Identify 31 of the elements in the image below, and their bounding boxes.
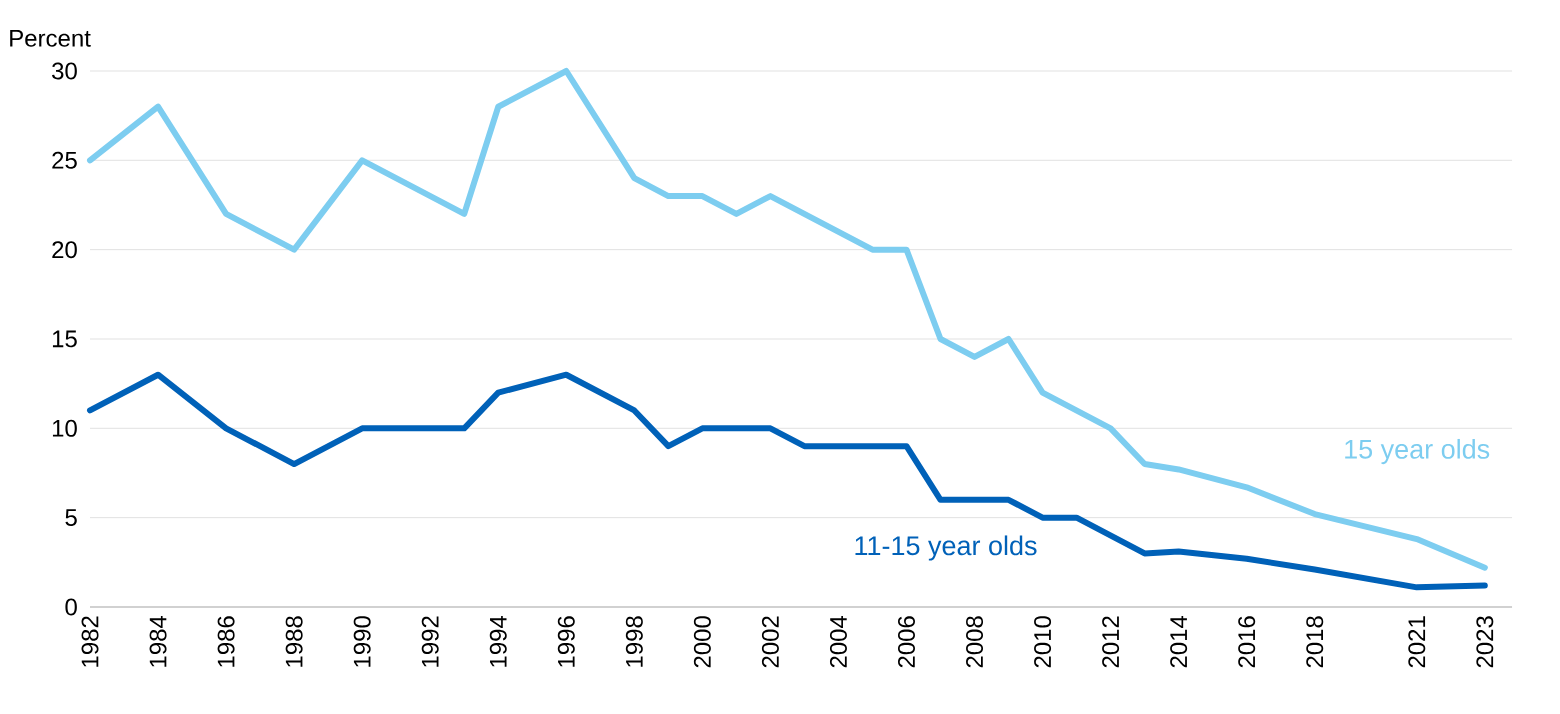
x-tick-label: 1994 bbox=[489, 615, 507, 667]
y-tick-label: 0 bbox=[65, 598, 77, 616]
y-tick-label: 10 bbox=[52, 419, 77, 437]
y-tick-label: 30 bbox=[52, 62, 77, 80]
x-tick-label: 2023 bbox=[1476, 616, 1494, 668]
x-tick-label: 1990 bbox=[353, 616, 371, 667]
x-tick-label: 1996 bbox=[557, 616, 575, 667]
x-tick-label: 2004 bbox=[829, 615, 847, 668]
y-tick-label: 25 bbox=[52, 151, 77, 169]
y-tick-label: 5 bbox=[65, 509, 77, 527]
y-tick-label: 20 bbox=[52, 241, 77, 259]
x-tick-label: 1982 bbox=[81, 616, 99, 667]
x-tick-label: 1992 bbox=[421, 616, 439, 667]
y-axis-title: Percent bbox=[10, 30, 91, 47]
x-tick-label: 2016 bbox=[1238, 616, 1256, 668]
x-tick-label: 2000 bbox=[693, 616, 711, 668]
x-tick-label: 2010 bbox=[1034, 616, 1052, 668]
x-tick-label: 1998 bbox=[625, 616, 643, 667]
series-label: 11-15 year olds bbox=[855, 535, 1037, 561]
x-tick-label: 1984 bbox=[149, 615, 167, 667]
x-tick-label: 2021 bbox=[1408, 616, 1426, 668]
y-tick-label: 15 bbox=[52, 330, 77, 348]
x-tick-label: 2014 bbox=[1170, 615, 1188, 668]
x-tick-label: 2006 bbox=[898, 616, 915, 668]
text: 15 year olds bbox=[1345, 438, 1490, 465]
x-tick-label: 2018 bbox=[1306, 616, 1324, 668]
x-tick-label: 1986 bbox=[217, 616, 235, 667]
x-tick-label: 2002 bbox=[761, 616, 779, 668]
x-tick-label: 2008 bbox=[966, 616, 984, 668]
x-tick-label: 2012 bbox=[1102, 616, 1120, 668]
x-tick-label: 1988 bbox=[285, 616, 303, 667]
